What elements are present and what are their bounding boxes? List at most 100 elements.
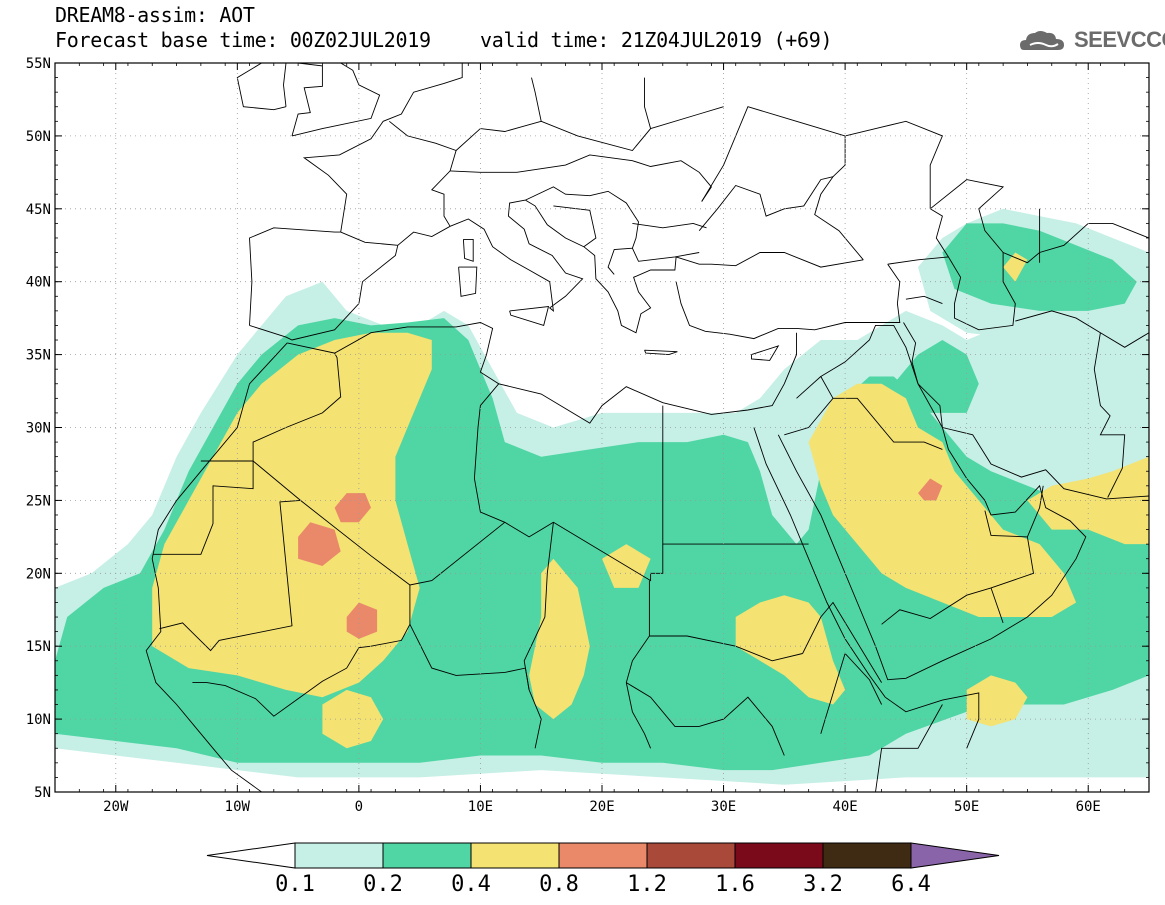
geo-line <box>153 460 254 555</box>
geo-line <box>455 77 542 151</box>
lon-label: 60E <box>1076 799 1101 815</box>
country-borders <box>145 63 1149 792</box>
colorbar-segment <box>822 842 912 869</box>
geo-line <box>905 295 943 305</box>
lon-label: 50E <box>954 799 979 815</box>
geo-line <box>302 63 463 233</box>
geo-line <box>626 682 785 756</box>
geo-line <box>644 349 678 356</box>
cloud-icon <box>1020 31 1064 50</box>
colorbar-over <box>910 842 1000 869</box>
geo-line <box>751 345 780 361</box>
aot-0.2-iran <box>893 340 979 413</box>
lat-label: 40N <box>26 275 51 291</box>
geo-line <box>291 63 323 137</box>
geo-line <box>462 238 474 262</box>
aot-0.8-mauritania <box>298 522 341 566</box>
geo-line <box>509 305 550 326</box>
geo-line <box>1015 310 1149 348</box>
geo-line <box>287 322 797 424</box>
geo-line <box>675 281 797 340</box>
geo-line <box>1002 222 1149 264</box>
colorbar-segment <box>558 842 648 869</box>
geo-line <box>1026 485 1044 538</box>
geo-line <box>631 248 700 262</box>
geo-line <box>1093 332 1126 498</box>
geo-line <box>525 186 639 275</box>
geo-line <box>159 499 301 652</box>
geo-line <box>887 256 949 265</box>
lat-label: 20N <box>26 566 51 582</box>
colorbar-label: 3.2 <box>803 872 843 897</box>
geo-line <box>458 266 478 297</box>
aot-0.2-caspian <box>942 223 1137 311</box>
geo-line <box>844 120 943 209</box>
logo-text: SEEVCCC <box>1074 27 1165 52</box>
geo-line <box>249 245 399 341</box>
colorbar-label: 0.1 <box>275 872 315 897</box>
geo-line <box>802 601 882 683</box>
geo-line <box>784 397 943 450</box>
colorbar-segment <box>646 842 736 869</box>
geo-line <box>942 427 1149 500</box>
lon-label: 20W <box>103 799 129 815</box>
geo-line <box>523 522 554 690</box>
lat-label: 55N <box>26 56 51 72</box>
colorbar-segment <box>294 842 384 869</box>
lat-label: 30N <box>26 421 51 437</box>
geo-line <box>929 179 1016 331</box>
lat-label: 25N <box>26 493 51 509</box>
colorbar-label: 0.8 <box>539 872 579 897</box>
colorbar-label: 0.2 <box>363 872 403 897</box>
colorbar-under <box>206 842 296 869</box>
lon-label: 40E <box>832 799 857 815</box>
aot-0.4-somalia <box>966 675 1028 727</box>
geo-line <box>541 77 652 152</box>
lon-label: 0 <box>355 799 363 815</box>
colorbar: 0.1 0.2 0.4 0.8 1.2 1.6 3.2 6.4 <box>206 842 1000 897</box>
geo-line <box>875 704 943 792</box>
lon-label: 20E <box>589 799 614 815</box>
aot-0.4-chad <box>529 558 590 720</box>
lat-label: 10N <box>26 712 51 728</box>
geo-line <box>675 252 864 268</box>
geo-line <box>291 63 381 137</box>
colorbar-segment <box>470 842 560 869</box>
aot-field-layer <box>55 208 1149 785</box>
geo-line <box>990 587 1004 624</box>
geo-line <box>777 427 1087 681</box>
lat-label: 35N <box>26 348 51 364</box>
geo-line <box>145 342 288 792</box>
geo-line <box>796 376 822 399</box>
geo-line <box>820 324 943 428</box>
geo-line <box>409 624 542 749</box>
geo-line <box>192 585 411 717</box>
aot-0.4-mali-south <box>322 689 384 749</box>
geo-line <box>249 227 341 326</box>
geo-line <box>820 652 883 734</box>
geo-line <box>252 460 506 586</box>
lon-label: 10E <box>468 799 493 815</box>
colorbar-label: 6.4 <box>891 872 931 897</box>
geo-line <box>389 120 457 227</box>
colorbar-label: 0.4 <box>451 872 491 897</box>
model-title: DREAM8-assim: AOT <box>55 3 255 27</box>
lat-label: 5N <box>34 785 51 801</box>
aot-0.8-arabia <box>918 478 943 501</box>
aot-0.8-mali <box>346 602 378 639</box>
colorbar-label: 1.2 <box>627 872 667 897</box>
geo-line <box>397 199 584 312</box>
geo-line <box>632 222 707 229</box>
colorbar-segment <box>382 842 472 869</box>
geo-line <box>753 427 980 749</box>
geo-line <box>701 106 846 202</box>
geo-line <box>796 263 901 331</box>
aot-0.4-arabia <box>808 383 1077 617</box>
lon-label: 30E <box>711 799 736 815</box>
geo-line <box>553 205 597 248</box>
geo-line <box>450 154 712 202</box>
aot-0.8-algeria <box>334 493 371 523</box>
colorbar-segment <box>734 842 824 869</box>
geo-line <box>698 175 864 261</box>
lat-label: 45N <box>26 202 51 218</box>
